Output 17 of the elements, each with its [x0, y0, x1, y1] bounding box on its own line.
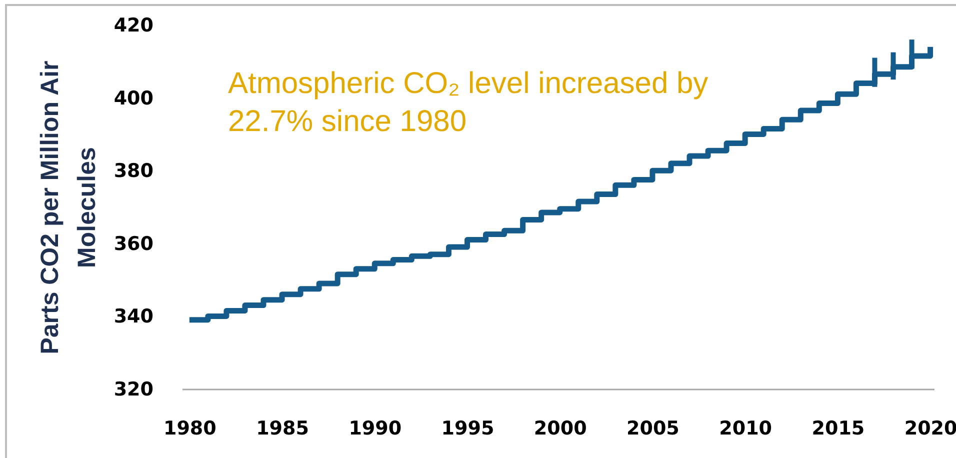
y-tick-label: 400 [114, 87, 154, 110]
x-tick-label: 2020 [904, 418, 956, 440]
x-tick-label: 2010 [719, 418, 772, 440]
y-axis-title: Parts CO2 per Million Air Molecules [36, 60, 101, 354]
y-tick-label: 380 [114, 160, 154, 182]
y-tick-label: 320 [114, 378, 154, 400]
x-tick-label: 2000 [534, 418, 587, 440]
x-tick-label: 2005 [626, 418, 680, 440]
x-tick-label: 2015 [812, 418, 865, 440]
x-tick-label: 1995 [441, 418, 494, 440]
annotation: Atmospheric CO₂ level increased by 22.7% since 1980 [228, 67, 708, 138]
x-tick-label: 1990 [348, 418, 402, 440]
y-tick-label: 340 [114, 306, 154, 328]
x-tick-label: 1985 [256, 418, 309, 440]
y-tick-label: 420 [114, 14, 154, 36]
x-tick-label: 1980 [163, 418, 216, 440]
y-tick-label: 360 [114, 232, 154, 255]
